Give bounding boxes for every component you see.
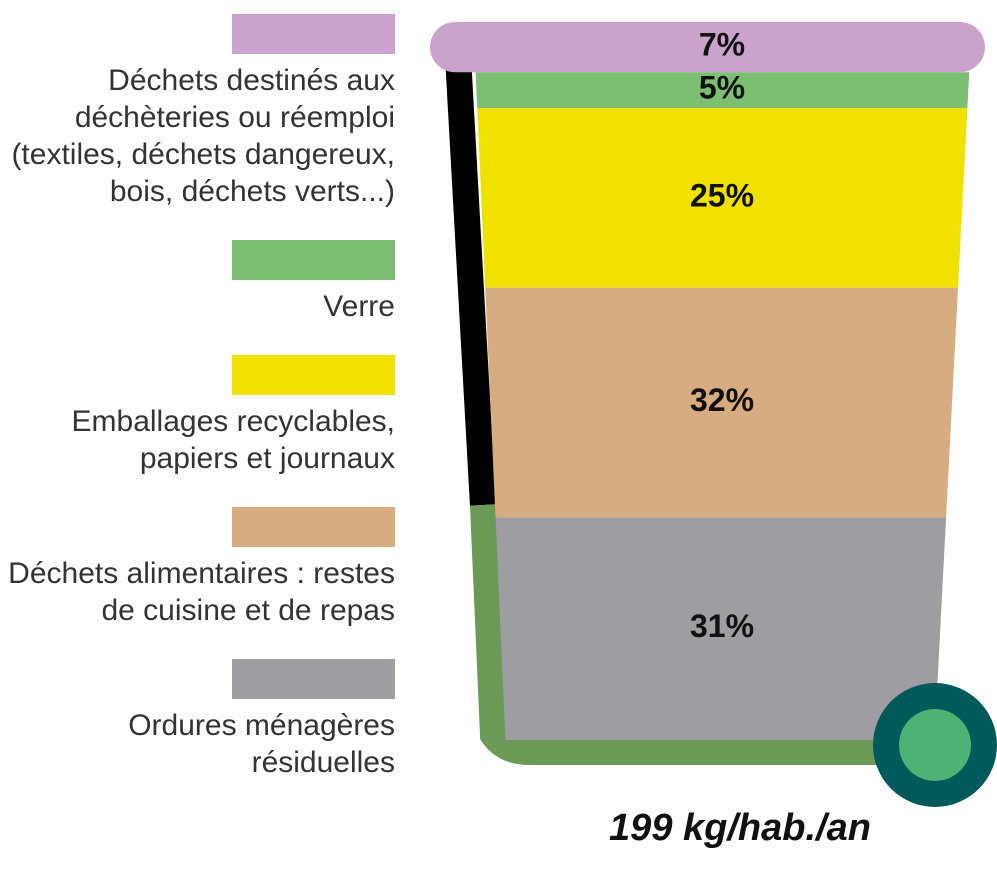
legend: Déchets destinés aux déchèteries ou réem… xyxy=(0,14,395,811)
legend-swatch xyxy=(232,507,395,547)
annotation: 199 kg/hab./an xyxy=(609,807,871,849)
wheel-hub xyxy=(899,709,971,781)
value-label: 7% xyxy=(699,27,745,63)
bin-outline xyxy=(469,504,930,765)
legend-swatch xyxy=(232,355,395,395)
value-label: 31% xyxy=(690,608,754,644)
bin-segment xyxy=(495,517,947,740)
legend-label: Ordures ménagères résiduelles xyxy=(128,709,395,779)
value-label: 32% xyxy=(690,382,754,418)
bin-lid xyxy=(430,22,985,73)
legend-swatch xyxy=(232,14,395,54)
legend-label: Emballages recyclables, papiers et journ… xyxy=(71,405,395,475)
legend-label: Verre xyxy=(323,290,395,323)
bin-segment xyxy=(475,72,970,109)
bin-segment xyxy=(477,108,968,288)
value-label: 5% xyxy=(699,70,745,106)
legend-label: Déchets destinés aux déchèteries ou réem… xyxy=(11,64,395,208)
legend-swatch xyxy=(232,659,395,699)
legend-label: Déchets alimentaires : restes de cuisine… xyxy=(8,557,395,627)
legend-swatch xyxy=(232,240,395,280)
value-label: 25% xyxy=(690,177,754,213)
bin-outline xyxy=(444,39,496,506)
bin-segment xyxy=(485,287,959,518)
